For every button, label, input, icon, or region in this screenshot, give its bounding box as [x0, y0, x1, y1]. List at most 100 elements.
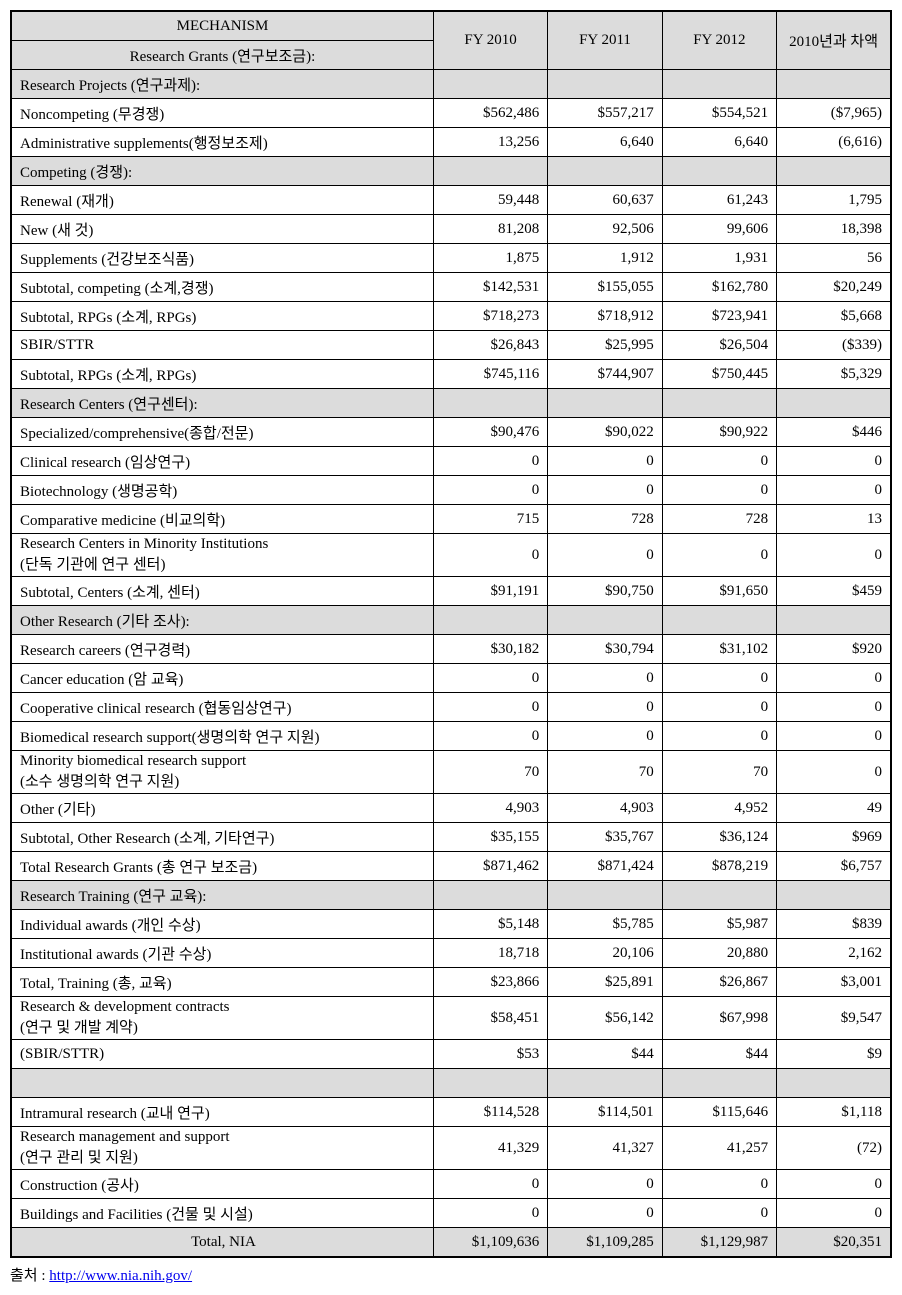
cell-value: 1,875	[433, 244, 547, 273]
row-label: Other Research (기타 조사):	[11, 606, 433, 635]
cell-value: 0	[433, 447, 547, 476]
table-row	[11, 1069, 891, 1098]
cell-value: 0	[548, 1199, 662, 1228]
cell-value	[433, 1069, 547, 1098]
cell-value: $26,843	[433, 331, 547, 360]
cell-value: $871,462	[433, 852, 547, 881]
cell-value: 20,106	[548, 939, 662, 968]
table-row: Subtotal, Other Research (소계, 기타연구)$35,1…	[11, 823, 891, 852]
source-line: 출처 : http://www.nia.nih.gov/	[10, 1264, 892, 1285]
cell-value: $718,912	[548, 302, 662, 331]
header-fy2011: FY 2011	[548, 11, 662, 70]
cell-value: $6,757	[777, 852, 891, 881]
cell-value	[662, 1069, 776, 1098]
table-row: Total, Training (총, 교육)$23,866$25,891$26…	[11, 968, 891, 997]
table-row: Research management and support(연구 관리 및 …	[11, 1127, 891, 1170]
table-row: Total Research Grants (총 연구 보조금)$871,462…	[11, 852, 891, 881]
cell-value	[433, 157, 547, 186]
cell-value: 0	[433, 722, 547, 751]
cell-value: 41,327	[548, 1127, 662, 1170]
row-label	[11, 1069, 433, 1098]
table-row: Renewal (재개)59,44860,63761,2431,795	[11, 186, 891, 215]
cell-value: $9,547	[777, 997, 891, 1040]
cell-value: $5,668	[777, 302, 891, 331]
table-row: Clinical research (임상연구)0000	[11, 447, 891, 476]
row-label: Buildings and Facilities (건물 및 시설)	[11, 1199, 433, 1228]
cell-value: $90,922	[662, 418, 776, 447]
table-row: Construction (공사)0000	[11, 1170, 891, 1199]
table-row: Cooperative clinical research (협동임상연구) 0 0…	[11, 693, 891, 722]
cell-value: 0	[777, 447, 891, 476]
source-link[interactable]: http://www.nia.nih.gov/	[49, 1268, 192, 1284]
source-prefix: 출처 :	[10, 1268, 49, 1284]
cell-value: 0	[548, 693, 662, 722]
cell-value: $56,142	[548, 997, 662, 1040]
cell-value: $114,528	[433, 1098, 547, 1127]
table-row: Supplements (건강보조식품)1,8751,9121,93156	[11, 244, 891, 273]
table-row: Research Centers (연구센터):	[11, 389, 891, 418]
row-label: Subtotal, Other Research (소계, 기타연구)	[11, 823, 433, 852]
cell-value: 0	[777, 693, 891, 722]
cell-value: 41,329	[433, 1127, 547, 1170]
row-label: Competing (경쟁):	[11, 157, 433, 186]
cell-value: $30,794	[548, 635, 662, 664]
cell-value	[777, 70, 891, 99]
cell-value: (6,616)	[777, 128, 891, 157]
row-label: Total Research Grants (총 연구 보조금)	[11, 852, 433, 881]
cell-value: 0	[433, 476, 547, 505]
table-row: Buildings and Facilities (건물 및 시설)0000	[11, 1199, 891, 1228]
row-label: Biomedical research support(생명의학 연구 지원)	[11, 722, 433, 751]
table-row: Biomedical research support(생명의학 연구 지원)0…	[11, 722, 891, 751]
cell-value: $58,451	[433, 997, 547, 1040]
cell-value: $35,155	[433, 823, 547, 852]
table-body: Research Projects (연구과제):Noncompeting (무…	[11, 70, 891, 1258]
cell-value	[662, 881, 776, 910]
cell-value	[548, 881, 662, 910]
cell-value: 0	[662, 534, 776, 577]
cell-value: $162,780	[662, 273, 776, 302]
cell-value: $25,995	[548, 331, 662, 360]
cell-value: 0	[548, 447, 662, 476]
cell-value: 60,637	[548, 186, 662, 215]
cell-value: ($339)	[777, 331, 891, 360]
row-label: Research management and support(연구 관리 및 …	[11, 1127, 433, 1170]
cell-value: 56	[777, 244, 891, 273]
cell-value: 70	[662, 751, 776, 794]
row-label: Noncompeting (무경쟁)	[11, 99, 433, 128]
table-row: Specialized/comprehensive(종합/전문)$90,476$…	[11, 418, 891, 447]
row-label: Clinical research (임상연구)	[11, 447, 433, 476]
cell-value	[433, 881, 547, 910]
cell-value: 4,903	[548, 794, 662, 823]
table-row: Research careers (연구경력)$30,182$30,794$31…	[11, 635, 891, 664]
table-row: Competing (경쟁):	[11, 157, 891, 186]
cell-value: 0	[548, 1170, 662, 1199]
cell-value: 715	[433, 505, 547, 534]
cell-value: $969	[777, 823, 891, 852]
cell-value: 6,640	[548, 128, 662, 157]
header-diff: 2010년과 차액	[777, 11, 891, 70]
cell-value: $35,767	[548, 823, 662, 852]
row-label: Total, Training (총, 교육)	[11, 968, 433, 997]
cell-value: 13	[777, 505, 891, 534]
cell-value: 0	[777, 751, 891, 794]
cell-value: $114,501	[548, 1098, 662, 1127]
header-fy2010: FY 2010	[433, 11, 547, 70]
row-label: Comparative medicine (비교의학)	[11, 505, 433, 534]
cell-value: 0	[777, 664, 891, 693]
cell-value: 20,880	[662, 939, 776, 968]
budget-table: MECHANISM FY 2010 FY 2011 FY 2012 2010년과…	[10, 10, 892, 1258]
cell-value: 1,931	[662, 244, 776, 273]
cell-value: $20,249	[777, 273, 891, 302]
cell-value: 41,257	[662, 1127, 776, 1170]
cell-value: 70	[548, 751, 662, 794]
cell-value: $1,118	[777, 1098, 891, 1127]
table-row: Research Centers in Minority Institution…	[11, 534, 891, 577]
header-mechanism: MECHANISM	[11, 11, 433, 41]
row-label: Research Centers (연구센터):	[11, 389, 433, 418]
cell-value: $5,329	[777, 360, 891, 389]
cell-value: $554,521	[662, 99, 776, 128]
cell-value: $44	[662, 1040, 776, 1069]
row-label: Research careers (연구경력)	[11, 635, 433, 664]
cell-value: $90,750	[548, 577, 662, 606]
row-label: Cooperative clinical research (협동임상연구)	[11, 693, 433, 722]
